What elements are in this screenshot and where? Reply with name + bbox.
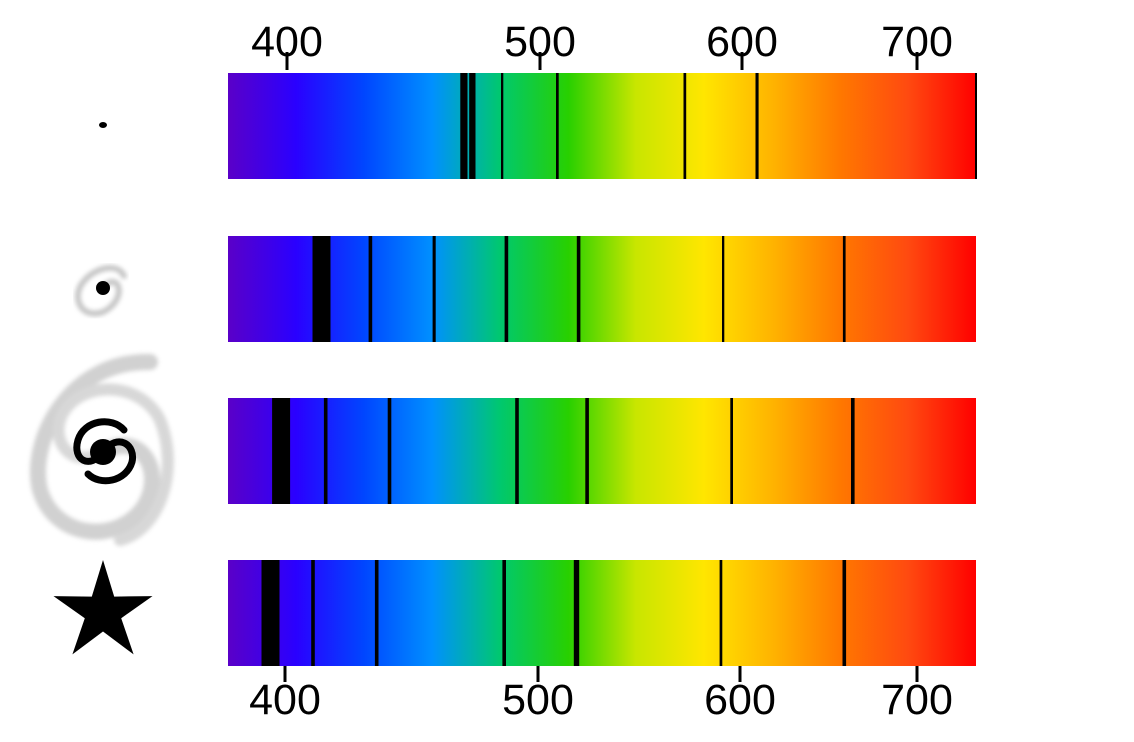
spectrum-row-large-spiral-galaxy (228, 398, 976, 504)
spectrum-band (228, 236, 976, 342)
absorption-line (719, 560, 723, 666)
absorption-line (556, 73, 559, 179)
top-tick-label: 700 (881, 18, 953, 66)
absorption-line (842, 236, 846, 342)
bottom-tick-label: 600 (704, 676, 776, 724)
absorption-line (576, 236, 581, 342)
top-tick-label: 600 (706, 18, 778, 66)
absorption-line (311, 560, 315, 666)
absorption-line (261, 560, 280, 666)
absorption-line (730, 398, 733, 504)
absorption-line (374, 560, 379, 666)
large-spiral-galaxy-icon (30, 353, 174, 546)
spectrum-band (228, 560, 976, 666)
absorption-line (368, 236, 373, 342)
spectrum-band (228, 398, 976, 504)
absorption-line (312, 236, 331, 342)
top-tick-label: 400 (251, 18, 323, 66)
absorption-line (323, 398, 328, 504)
top-tick-label: 500 (504, 18, 576, 66)
absorption-line (515, 398, 519, 504)
absorption-line (851, 398, 855, 504)
absorption-line (432, 236, 436, 342)
spectra (228, 73, 977, 666)
spectrum-row-distant-galaxy-dot (228, 73, 977, 179)
absorption-line (272, 398, 291, 504)
absorption-line (755, 73, 759, 179)
top-axis: 400 500 600 700 (251, 18, 953, 70)
star-icon (53, 560, 153, 655)
spectrum-band (228, 73, 976, 179)
absorption-line (585, 398, 589, 504)
absorption-line (842, 560, 847, 666)
bottom-tick-label: 500 (502, 676, 574, 724)
absorption-line (501, 73, 504, 179)
tiny-dot-galaxy-icon (99, 122, 107, 128)
absorption-line (504, 236, 509, 342)
bottom-tick-label: 400 (249, 676, 321, 724)
absorption-line (387, 398, 392, 504)
absorption-line (573, 560, 580, 666)
absorption-line (975, 73, 977, 179)
small-spiral-galaxy-icon (74, 264, 127, 317)
absorption-line (460, 73, 468, 179)
absorption-line (683, 73, 687, 179)
absorption-line (722, 236, 725, 342)
spectrum-row-nearby-star (228, 560, 976, 666)
absorption-line (469, 73, 476, 179)
bottom-tick-label: 700 (881, 676, 953, 724)
bottom-axis: 400 500 600 700 (249, 664, 953, 724)
spectrum-row-small-spiral-galaxy (228, 236, 976, 342)
absorption-line (502, 560, 506, 666)
